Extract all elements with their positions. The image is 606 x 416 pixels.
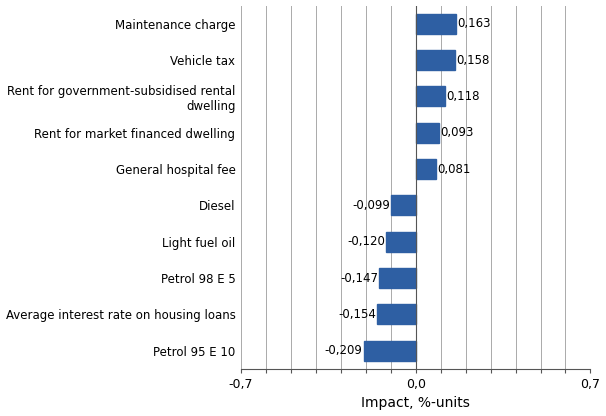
Bar — [386, 232, 416, 252]
Bar — [416, 123, 439, 143]
X-axis label: Impact, %-units: Impact, %-units — [361, 396, 470, 411]
Text: 0,081: 0,081 — [437, 163, 470, 176]
Text: 0,118: 0,118 — [446, 90, 480, 103]
Bar — [391, 196, 416, 215]
Text: -0,099: -0,099 — [352, 199, 390, 212]
Text: 0,163: 0,163 — [458, 17, 491, 30]
Text: 0,093: 0,093 — [440, 126, 473, 139]
Text: -0,120: -0,120 — [347, 235, 385, 248]
Bar — [364, 341, 416, 361]
Text: 0,158: 0,158 — [456, 54, 490, 67]
Text: -0,154: -0,154 — [338, 308, 376, 321]
Bar — [379, 268, 416, 288]
Bar — [416, 159, 436, 179]
Text: -0,209: -0,209 — [325, 344, 362, 357]
Text: -0,147: -0,147 — [340, 272, 378, 285]
Bar — [378, 305, 416, 324]
Bar — [416, 14, 456, 34]
Bar — [416, 50, 455, 70]
Bar — [416, 87, 445, 106]
